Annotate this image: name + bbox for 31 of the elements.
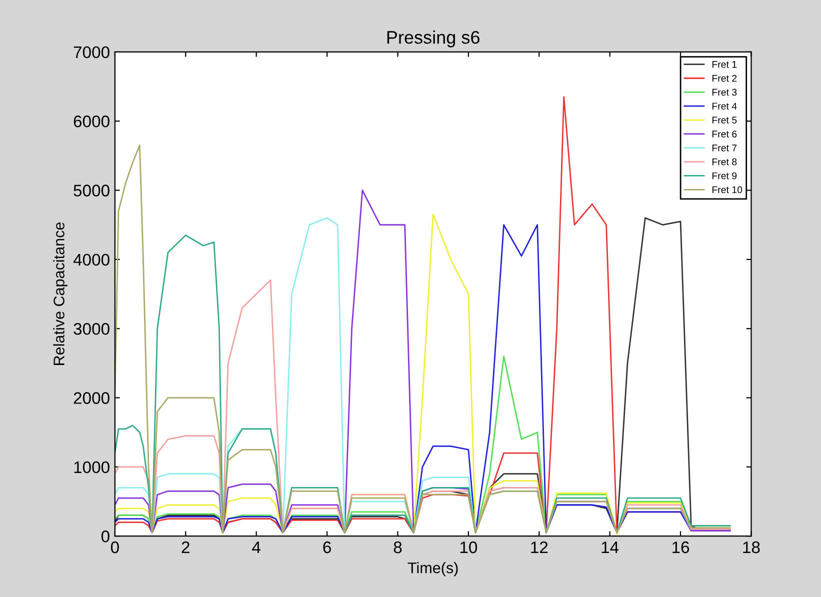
y-tick-label: 5000 [74,184,110,196]
legend-label: Fret 10 [712,186,742,194]
x-axis-title: Time(s) [408,562,458,576]
chart-title: Pressing s6 [387,30,480,48]
x-tick-label: 12 [531,541,548,554]
x-tick-label: 0 [110,541,119,554]
x-tick-label: 8 [394,541,402,554]
y-tick-label: 4000 [73,254,110,266]
x-tick-label: 14 [602,542,619,554]
x-tick-label: 18 [743,541,760,554]
x-tick-label: 16 [672,541,690,554]
legend-label: Fret 7 [712,144,737,152]
legend-label: Fret 2 [712,74,737,82]
y-tick-label: 1000 [74,461,110,474]
y-tick-label: 2000 [74,392,110,404]
x-tick-label: 2 [182,541,190,554]
y-tick-label: 7000 [74,46,110,58]
legend-label: Fret 6 [712,130,737,138]
x-tick-label: 4 [252,542,260,554]
y-tick-label: 0 [101,530,110,542]
legend-label: Fret 8 [712,158,737,166]
legend-label: Fret 3 [712,88,737,96]
legend-label: Fret 9 [712,172,737,180]
y-axis-title: Relative Capacitance [53,222,68,365]
legend-label: Fret 5 [712,116,737,124]
legend-label: Fret 1 [712,61,737,68]
x-tick-label: 6 [323,541,331,554]
x-tick-label: 10 [460,541,478,554]
legend-label: Fret 4 [712,102,737,110]
y-tick-label: 6000 [74,116,110,128]
y-tick-label: 3000 [74,323,110,335]
